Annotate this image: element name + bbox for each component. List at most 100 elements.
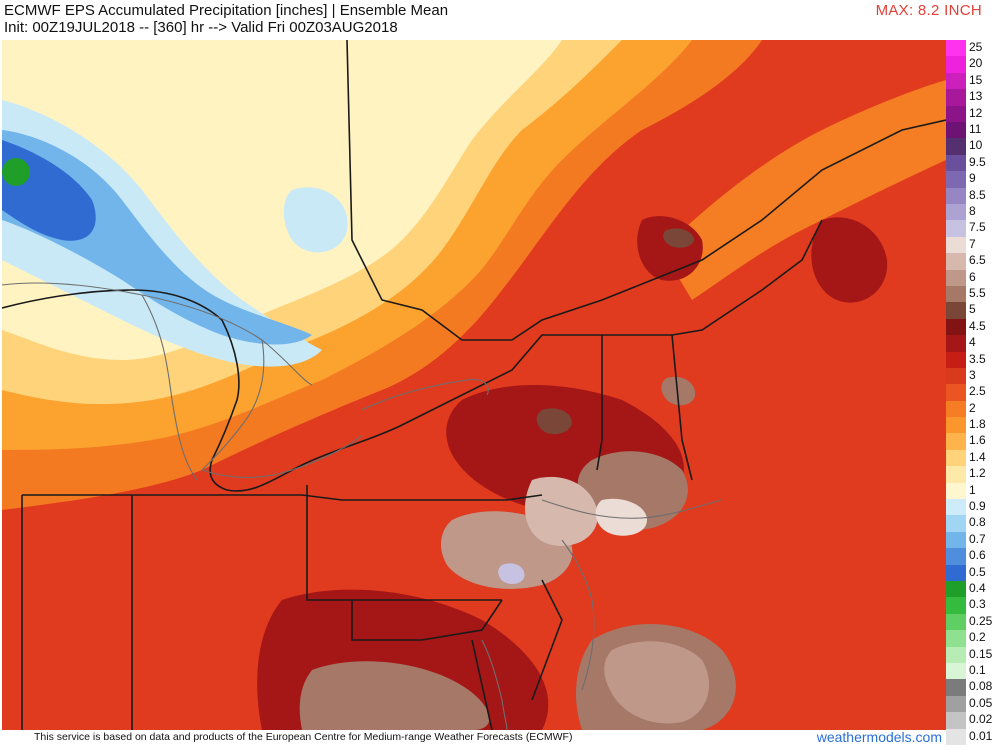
legend-swatch bbox=[946, 613, 966, 631]
legend-entry: 12 bbox=[946, 105, 998, 122]
legend-entry: 1 bbox=[946, 482, 998, 500]
legend-entry: 25 bbox=[946, 40, 998, 57]
legend-swatch bbox=[946, 695, 966, 713]
legend-label: 0.15 bbox=[969, 646, 993, 661]
legend-entry: 0.2 bbox=[946, 630, 998, 647]
legend-label: 0.01 bbox=[969, 728, 993, 743]
legend-swatch bbox=[946, 171, 966, 188]
precip-color-legend: 25 20 15 13 12 11 10 9.5 9 8.5 8 7.5 7 6.5 6 5.5 5 4.5 4 3.… bbox=[946, 40, 998, 745]
legend-label: 4.5 bbox=[969, 318, 986, 333]
legend-swatch bbox=[946, 302, 966, 319]
legend-entry: 0.1 bbox=[946, 663, 998, 680]
legend-entry: 0.01 bbox=[946, 728, 998, 745]
legend-swatch bbox=[946, 433, 966, 450]
coast-and-lake-outlines bbox=[2, 282, 723, 730]
legend-swatch bbox=[946, 400, 966, 418]
legend-label: 2 bbox=[969, 400, 976, 415]
legend-entry: 7 bbox=[946, 236, 998, 254]
legend-label: 0.4 bbox=[969, 581, 986, 596]
data-source-disclaimer: This service is based on data and produc… bbox=[34, 731, 573, 743]
legend-swatch bbox=[946, 40, 966, 57]
legend-swatch bbox=[946, 449, 966, 467]
precip-zone-brown-spot-vt bbox=[661, 376, 696, 406]
legend-label: 20 bbox=[969, 56, 983, 71]
map-title: ECMWF EPS Accumulated Precipitation [inc… bbox=[4, 2, 449, 19]
legend-label: 7.5 bbox=[969, 220, 986, 235]
legend-label: 2.5 bbox=[969, 384, 986, 399]
legend-swatch bbox=[946, 253, 966, 270]
legend-label: 5 bbox=[969, 302, 976, 317]
legend-label: 0.9 bbox=[969, 499, 986, 514]
legend-label: 8.5 bbox=[969, 187, 986, 202]
legend-swatch bbox=[946, 138, 966, 155]
legend-label: 8 bbox=[969, 203, 976, 218]
legend-entry: 10 bbox=[946, 138, 998, 155]
legend-label: 9.5 bbox=[969, 154, 986, 169]
legend-label: 1.8 bbox=[969, 417, 986, 432]
legend-label: 1.4 bbox=[969, 449, 986, 464]
legend-entry: 8.5 bbox=[946, 187, 998, 204]
legend-swatch bbox=[946, 236, 966, 254]
precip-zone-light-core bbox=[595, 498, 647, 536]
legend-label: 0.6 bbox=[969, 548, 986, 563]
legend-entry: 9 bbox=[946, 171, 998, 188]
precip-zone-lavender-core bbox=[498, 563, 525, 584]
legend-label: 11 bbox=[969, 121, 982, 136]
legend-label: 0.2 bbox=[969, 630, 986, 645]
legend-swatch bbox=[946, 564, 966, 582]
legend-swatch bbox=[946, 646, 966, 664]
precip-zone-brown-spot-ny bbox=[536, 408, 572, 435]
legend-swatch bbox=[946, 630, 966, 647]
legend-label: 0.08 bbox=[969, 679, 993, 694]
map-init-valid-line: Init: 00Z19JUL2018 -- [360] hr --> Valid… bbox=[4, 19, 398, 36]
legend-label: 3 bbox=[969, 367, 976, 382]
legend-entry: 0.8 bbox=[946, 515, 998, 532]
legend-entry: 5 bbox=[946, 302, 998, 319]
legend-swatch bbox=[946, 679, 966, 696]
legend-entry: 4.5 bbox=[946, 318, 998, 336]
precip-zone-blue bbox=[2, 130, 312, 345]
legend-label: 3.5 bbox=[969, 351, 986, 366]
legend-swatch bbox=[946, 203, 966, 221]
legend-entry: 0.25 bbox=[946, 613, 998, 631]
legend-entry: 5.5 bbox=[946, 285, 998, 303]
legend-swatch bbox=[946, 597, 966, 614]
legend-swatch bbox=[946, 548, 966, 565]
legend-swatch bbox=[946, 384, 966, 401]
legend-label: 0.7 bbox=[969, 531, 986, 546]
legend-entry: 7.5 bbox=[946, 220, 998, 237]
legend-entry: 0.5 bbox=[946, 564, 998, 582]
legend-label: 7 bbox=[969, 236, 976, 251]
legend-swatch bbox=[946, 187, 966, 204]
legend-swatch bbox=[946, 728, 966, 745]
legend-entry: 0.6 bbox=[946, 548, 998, 565]
legend-swatch bbox=[946, 318, 966, 336]
legend-swatch bbox=[946, 712, 966, 729]
legend-label: 0.5 bbox=[969, 564, 986, 579]
precip-zone-lightblue-spot bbox=[283, 187, 348, 253]
legend-entry: 2 bbox=[946, 400, 998, 418]
legend-label: 5.5 bbox=[969, 285, 986, 300]
precip-zone-brown-spot-qc bbox=[663, 228, 694, 248]
brand-link[interactable]: weathermodels.com bbox=[816, 729, 942, 745]
legend-entry: 6.5 bbox=[946, 253, 998, 270]
legend-label: 4 bbox=[969, 335, 976, 350]
precip-zone-orange-arm bbox=[662, 80, 946, 300]
legend-label: 12 bbox=[969, 105, 983, 120]
legend-entry: 8 bbox=[946, 203, 998, 221]
legend-entry: 0.15 bbox=[946, 646, 998, 664]
legend-swatch bbox=[946, 417, 966, 434]
precip-zone-brown-nyc bbox=[524, 476, 598, 546]
precip-zone-lightbrown-offshore bbox=[604, 641, 710, 724]
legend-swatch bbox=[946, 72, 966, 90]
legend-entry: 11 bbox=[946, 121, 998, 139]
legend-entry: 0.02 bbox=[946, 712, 998, 729]
legend-entry: 0.08 bbox=[946, 679, 998, 696]
legend-swatch bbox=[946, 351, 966, 368]
legend-entry: 13 bbox=[946, 89, 998, 106]
legend-swatch bbox=[946, 663, 966, 680]
legend-label: 0.3 bbox=[969, 597, 986, 612]
legend-swatch bbox=[946, 105, 966, 122]
legend-swatch bbox=[946, 154, 966, 172]
legend-label: 1.2 bbox=[969, 466, 986, 481]
